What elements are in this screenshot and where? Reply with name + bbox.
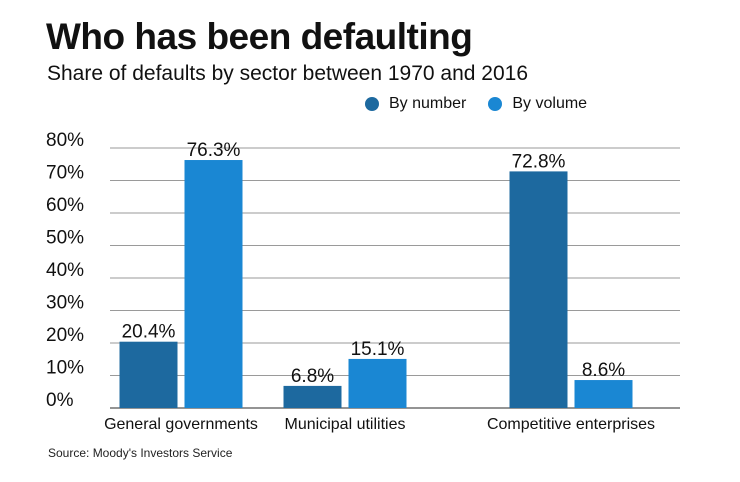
bar-general-governments-by-number [119,341,178,408]
y-tick-label: 10% [46,358,84,379]
source-note: Source: Moody's Investors Service [48,446,233,460]
y-tick-label: 70% [46,163,84,184]
x-tick-label-general-governments: General governments [104,416,258,433]
chart-subtitle: Share of defaults by sector between 1970… [47,62,529,85]
y-tick-label: 0% [46,390,74,411]
bars [119,160,633,408]
legend: By number By volume [365,95,609,113]
bar-value-label: 76.3% [187,140,241,161]
bar-municipal-utilities-by-number [283,385,342,408]
legend-swatch-by-volume [488,97,503,111]
x-tick-label-competitive-enterprises: Competitive enterprises [487,416,655,433]
x-tick-labels: General governments Municipal utilities Co… [104,416,655,433]
bar-value-label: 20.4% [122,322,176,343]
legend-label-by-number: By number [389,95,467,112]
bar-value-label: 72.8% [512,151,566,172]
legend-label-by-volume: By volume [512,95,588,112]
bar-value-label: 15.1% [351,339,405,360]
x-tick-label-municipal-utilities: Municipal utilities [285,416,406,433]
bar-competitive-enterprises-by-number [509,171,568,408]
bar-competitive-enterprises-by-volume [574,380,633,408]
bar-value-label: 8.6% [582,360,625,381]
y-tick-label: 20% [46,325,84,346]
y-tick-label: 30% [46,293,84,314]
bar-value-labels: 20.4% 76.3% 6.8% 15.1% 72.8% 8.6% [122,140,626,387]
bar-value-label: 6.8% [291,366,334,387]
y-tick-label: 40% [46,260,84,281]
y-tick-label: 50% [46,228,84,249]
bar-general-governments-by-volume [184,160,243,408]
y-tick-label: 80% [46,130,84,151]
y-tick-label: 60% [46,195,84,216]
bar-municipal-utilities-by-volume [348,358,407,408]
y-tick-labels: 0% 10% 20% 30% 40% 50% 60% 70% 80% [46,130,84,411]
legend-item-by-number: By number [365,95,466,113]
legend-item-by-volume: By volume [488,95,587,113]
legend-swatch-by-number [365,97,379,111]
chart-title: Who has been defaulting [46,16,473,57]
